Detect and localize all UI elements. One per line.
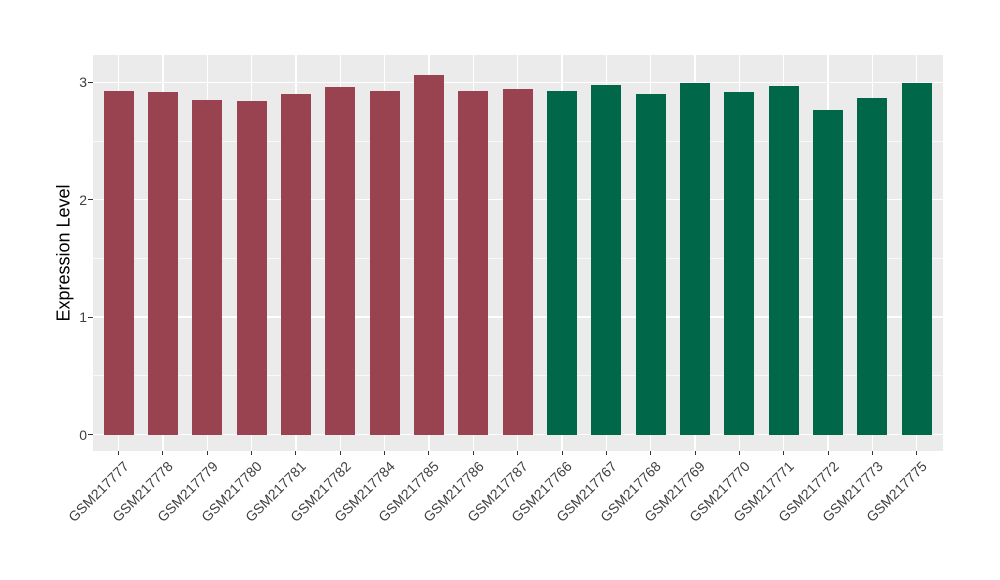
x-axis-tick bbox=[783, 451, 785, 455]
x-axis-tick bbox=[472, 451, 474, 455]
bar-GSM217782 bbox=[325, 87, 356, 435]
bar-GSM217769 bbox=[680, 83, 711, 435]
bar-GSM217779 bbox=[192, 99, 223, 435]
bar-GSM217766 bbox=[547, 90, 577, 435]
y-axis-tick bbox=[88, 81, 93, 83]
y-axis-tick bbox=[88, 316, 93, 318]
bar-GSM217781 bbox=[280, 94, 311, 435]
plot-panel bbox=[93, 55, 943, 451]
y-axis-tick bbox=[88, 434, 93, 435]
x-axis-tick bbox=[295, 451, 297, 455]
bar-GSM217787 bbox=[502, 89, 533, 435]
x-axis-tick bbox=[517, 451, 519, 455]
x-axis-tick bbox=[871, 451, 873, 455]
bar-GSM217771 bbox=[768, 85, 799, 435]
x-axis-tick bbox=[650, 451, 652, 455]
x-axis-tick bbox=[605, 451, 607, 455]
x-axis-tick bbox=[561, 451, 563, 455]
x-axis-tick bbox=[428, 451, 430, 455]
x-axis-tick bbox=[738, 451, 740, 455]
bar-GSM217772 bbox=[813, 110, 844, 435]
y-tick-label: 0 bbox=[79, 426, 87, 443]
bar-GSM217786 bbox=[458, 90, 489, 435]
bar-GSM217777 bbox=[103, 90, 134, 435]
bar-GSM217770 bbox=[724, 91, 755, 435]
bar-GSM217775 bbox=[901, 83, 932, 435]
bar-GSM217773 bbox=[857, 97, 888, 435]
x-axis-tick bbox=[339, 451, 341, 455]
x-axis-tick bbox=[206, 451, 208, 455]
x-axis-tick bbox=[118, 451, 119, 455]
y-axis-tick bbox=[88, 199, 93, 201]
bar-GSM217780 bbox=[236, 101, 267, 435]
bar-GSM217785 bbox=[413, 75, 444, 435]
x-axis-tick bbox=[827, 451, 829, 455]
bar-GSM217767 bbox=[591, 84, 622, 435]
x-axis-tick bbox=[162, 451, 164, 455]
y-tick-label: 2 bbox=[79, 191, 87, 208]
x-axis-tick bbox=[694, 451, 696, 455]
x-axis-tick bbox=[916, 451, 918, 455]
bar-GSM217784 bbox=[369, 90, 400, 435]
y-tick-label: 3 bbox=[79, 74, 87, 91]
y-tick-label: 1 bbox=[79, 309, 87, 326]
x-axis-tick bbox=[251, 451, 253, 455]
bar-GSM217778 bbox=[147, 91, 178, 435]
x-axis-tick bbox=[384, 451, 386, 455]
bar-GSM217768 bbox=[635, 94, 666, 435]
